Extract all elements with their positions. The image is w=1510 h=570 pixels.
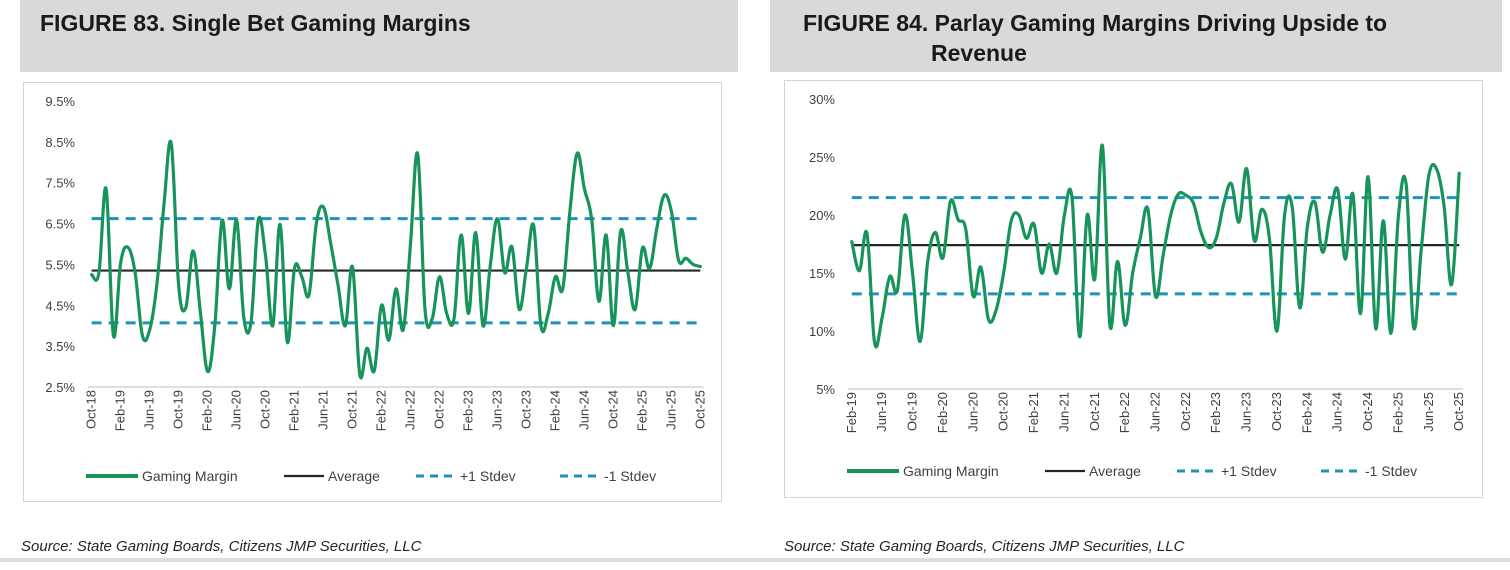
fig83-x-tick-label: Feb-22 xyxy=(374,390,389,431)
fig84-legend-label-average: Average xyxy=(1089,463,1141,479)
figure-83-source: Source: State Gaming Boards, Citizens JM… xyxy=(21,538,422,555)
fig84-x-tick-label: Jun-20 xyxy=(965,392,980,432)
fig83-x-tick-label: Oct-18 xyxy=(84,390,99,429)
fig83-y-tick-label: 4.5% xyxy=(45,298,75,313)
figure-83-chart: 2.5% 3.5% 4.5% 5.5% 6.5% 7.5% 8.5% 9.5% Oct-18 Fe… xyxy=(45,94,707,484)
figure-84-header: FIGURE 84. Parlay Gaming Margins Driving… xyxy=(770,0,1502,72)
fig83-x-tick-label: Oct-24 xyxy=(605,390,620,429)
fig83-y-tick-label: 3.5% xyxy=(45,339,75,354)
fig84-y-tick-label: 30% xyxy=(809,92,835,107)
figure-83-label: FIGURE 83. xyxy=(40,10,166,36)
fig84-x-tick-label: Feb-23 xyxy=(1208,392,1223,433)
fig83-legend-label-gaming-margin: Gaming Margin xyxy=(142,468,238,484)
fig83-legend-label-minus-1-stdev: -1 Stdev xyxy=(604,468,656,484)
figure-83-title: Single Bet Gaming Margins xyxy=(171,10,471,36)
fig84-x-tick-label: Oct-22 xyxy=(1178,392,1193,431)
fig84-gaming-margin-line xyxy=(850,143,1461,349)
fig84-x-tick-label: Jun-22 xyxy=(1148,392,1163,432)
fig83-x-tick-label: Oct-19 xyxy=(171,390,186,429)
fig84-x-tick-label: Feb-19 xyxy=(844,392,859,433)
fig84-y-tick-label: 25% xyxy=(809,150,835,165)
figure-84-title-line2: Revenue xyxy=(931,40,1027,66)
fig84-x-tick-label: Oct-19 xyxy=(905,392,920,431)
fig83-y-tick-label: 7.5% xyxy=(45,176,75,191)
figure-83-header: FIGURE 83. Single Bet Gaming Margins xyxy=(20,0,738,72)
fig83-x-tick-label: Jun-25 xyxy=(663,390,678,430)
figure-84-panel: FIGURE 84. Parlay Gaming Margins Driving… xyxy=(770,0,1502,555)
fig83-x-tick-label: Jun-21 xyxy=(316,390,331,430)
figure-84-source: Source: State Gaming Boards, Citizens JM… xyxy=(784,538,1185,555)
fig84-x-tick-label: Feb-25 xyxy=(1390,392,1405,433)
fig83-x-tick-label: Feb-20 xyxy=(200,390,215,431)
figure-84-label: FIGURE 84. xyxy=(803,10,929,36)
fig83-x-tick-label: Jun-19 xyxy=(142,390,157,430)
fig84-x-tick-label: Feb-24 xyxy=(1299,392,1314,433)
fig83-y-tick-label: 2.5% xyxy=(45,380,75,395)
fig83-x-tick-label: Feb-23 xyxy=(460,390,475,431)
fig84-legend-label-gaming-margin: Gaming Margin xyxy=(903,463,999,479)
fig83-y-tick-label: 8.5% xyxy=(45,135,75,150)
fig83-x-tick-label: Jun-23 xyxy=(489,390,504,430)
fig84-x-tick-label: Oct-23 xyxy=(1269,392,1284,431)
figure-83-chart-area: 2.5% 3.5% 4.5% 5.5% 6.5% 7.5% 8.5% 9.5% Oct-18 Fe… xyxy=(23,82,722,502)
bottom-divider xyxy=(0,558,1510,562)
fig84-x-tick-label: Feb-20 xyxy=(935,392,950,433)
fig83-x-tick-label: Jun-20 xyxy=(229,390,244,430)
fig84-x-tick-label: Jun-19 xyxy=(874,392,889,432)
figure-84-title: Parlay Gaming Margins Driving Upside to xyxy=(934,10,1388,36)
fig84-x-tick-label: Jun-24 xyxy=(1330,392,1345,432)
fig83-x-tick-label: Feb-19 xyxy=(113,390,128,431)
fig84-x-tick-label: Oct-20 xyxy=(996,392,1011,431)
figure-83-panel: FIGURE 83. Single Bet Gaming Margins 2.5… xyxy=(20,0,738,555)
fig83-x-tick-label: Jun-24 xyxy=(576,390,591,430)
fig84-x-tick-label: Oct-24 xyxy=(1360,392,1375,431)
fig83-legend-label-average: Average xyxy=(328,468,380,484)
fig84-y-tick-label: 20% xyxy=(809,208,835,223)
fig83-x-tick-label: Feb-21 xyxy=(287,390,302,431)
fig83-gaming-margin-line xyxy=(90,139,702,380)
fig84-x-tick-label: Oct-21 xyxy=(1087,392,1102,431)
fig83-x-tick-label: Oct-20 xyxy=(258,390,273,429)
fig83-y-tick-label: 9.5% xyxy=(45,94,75,109)
fig84-x-tick-label: Feb-22 xyxy=(1117,392,1132,433)
fig83-x-tick-label: Jun-22 xyxy=(402,390,417,430)
fig83-x-tick-label: Oct-21 xyxy=(345,390,360,429)
figure-84-chart-area: 5% 10% 15% 20% 25% 30% Feb-19 Jun-19 Oct-19 Feb-2… xyxy=(784,80,1483,498)
fig83-x-tick-label: Feb-24 xyxy=(547,390,562,431)
fig83-y-tick-label: 5.5% xyxy=(45,257,75,272)
fig84-x-tick-label: Feb-21 xyxy=(1026,392,1041,433)
fig83-legend-label-plus-1-stdev: +1 Stdev xyxy=(460,468,516,484)
fig83-y-tick-label: 6.5% xyxy=(45,217,75,232)
fig83-x-tick-label: Oct-22 xyxy=(431,390,446,429)
fig84-legend-label-minus-1-stdev: -1 Stdev xyxy=(1365,463,1417,479)
figure-84-chart: 5% 10% 15% 20% 25% 30% Feb-19 Jun-19 Oct-19 Feb-2… xyxy=(809,92,1466,479)
fig84-y-tick-label: 10% xyxy=(809,324,835,339)
fig84-y-tick-label: 5% xyxy=(816,382,835,397)
fig84-x-tick-label: Jun-21 xyxy=(1056,392,1071,432)
fig84-x-tick-label: Jun-25 xyxy=(1421,392,1436,432)
fig84-x-tick-label: Oct-25 xyxy=(1451,392,1466,431)
fig84-legend-label-plus-1-stdev: +1 Stdev xyxy=(1221,463,1277,479)
fig84-x-tick-label: Jun-23 xyxy=(1239,392,1254,432)
fig83-x-tick-label: Oct-23 xyxy=(518,390,533,429)
fig83-x-tick-label: Feb-25 xyxy=(634,390,649,431)
fig84-y-tick-label: 15% xyxy=(809,266,835,281)
fig83-x-tick-label: Oct-25 xyxy=(692,390,707,429)
